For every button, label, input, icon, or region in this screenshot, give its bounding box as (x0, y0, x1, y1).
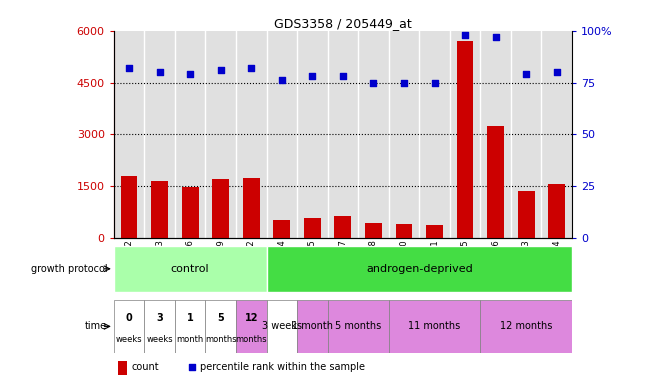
Point (338, 73, 348, 79)
Point (430, 79, 440, 86)
Text: 5 months: 5 months (335, 321, 382, 331)
Text: month: month (177, 335, 203, 344)
Point (216, 67, 226, 73)
Bar (297, 31, 328, 238)
Text: weeks: weeks (146, 335, 173, 344)
Bar (236, 31, 266, 238)
Point (369, 79, 379, 86)
Text: time: time (85, 321, 107, 331)
Bar (114, 31, 144, 238)
Bar (121, 176, 137, 238)
Text: 1: 1 (187, 313, 194, 323)
Text: weeks: weeks (116, 335, 142, 344)
Bar (144, 300, 175, 353)
Point (491, 34, 501, 40)
Bar (274, 220, 290, 238)
Bar (480, 300, 572, 353)
Bar (518, 191, 534, 238)
Text: 12 months: 12 months (500, 321, 552, 331)
Bar (480, 31, 511, 238)
Bar (358, 31, 389, 238)
Bar (335, 216, 351, 238)
Point (460, 32, 471, 38)
Bar (182, 187, 198, 238)
Bar (328, 31, 358, 238)
Bar (511, 31, 541, 238)
Text: androgen-deprived: androgen-deprived (366, 264, 473, 274)
Bar (213, 179, 229, 238)
Point (552, 69, 562, 75)
Text: percentile rank within the sample: percentile rank within the sample (200, 362, 365, 372)
Point (307, 73, 318, 79)
Text: growth protocol: growth protocol (31, 264, 107, 274)
Text: months: months (205, 335, 237, 344)
Point (246, 65, 256, 71)
Bar (389, 31, 419, 238)
Bar (205, 31, 236, 238)
Bar (328, 300, 389, 353)
Text: 3: 3 (156, 313, 163, 323)
Bar (389, 300, 480, 353)
Bar (450, 31, 480, 238)
Text: months: months (235, 335, 267, 344)
Bar (266, 31, 297, 238)
Bar (144, 31, 175, 238)
Text: 3 weeks: 3 weeks (262, 321, 302, 331)
Point (185, 71, 195, 77)
Bar (426, 225, 443, 238)
Bar (365, 223, 382, 238)
Point (155, 69, 165, 75)
Bar (419, 31, 450, 238)
Point (124, 65, 134, 71)
Bar (151, 181, 168, 238)
Text: control: control (171, 264, 209, 274)
Title: GDS3358 / 205449_at: GDS3358 / 205449_at (274, 17, 411, 30)
Bar (541, 31, 572, 238)
Point (276, 78, 287, 84)
Bar (175, 31, 205, 238)
Bar (175, 300, 205, 353)
Bar (457, 41, 473, 238)
Bar (396, 224, 412, 238)
Bar (266, 246, 572, 292)
Bar (114, 300, 144, 353)
Text: count: count (131, 362, 159, 372)
Text: 1 month: 1 month (292, 321, 333, 331)
Text: 0: 0 (125, 313, 133, 323)
Text: 12: 12 (244, 313, 258, 323)
Point (521, 71, 532, 77)
Bar (549, 184, 565, 238)
Bar (118, 361, 127, 375)
Bar (304, 218, 320, 238)
Bar (236, 300, 266, 353)
Bar (114, 246, 266, 292)
Bar (297, 300, 328, 353)
Text: 5: 5 (217, 313, 224, 323)
Point (399, 79, 410, 86)
Bar (205, 300, 236, 353)
Bar (243, 178, 259, 238)
Bar (488, 126, 504, 238)
Text: 11 months: 11 months (408, 321, 461, 331)
Point (187, 364, 197, 370)
Bar (266, 300, 297, 353)
